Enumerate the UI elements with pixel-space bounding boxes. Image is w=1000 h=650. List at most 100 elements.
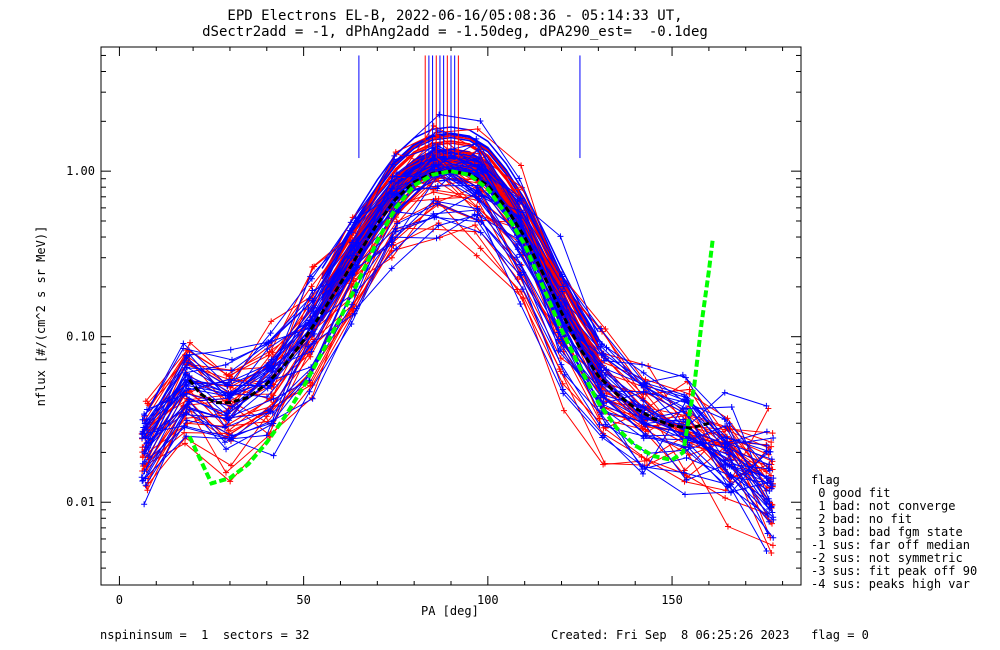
- spectrum-marker: [228, 462, 235, 469]
- spectrum-marker: [181, 422, 188, 429]
- x-tick-label: 150: [661, 593, 683, 607]
- spectrum-marker: [141, 448, 148, 455]
- spectrum-marker: [138, 474, 145, 481]
- spectrum-marker: [638, 414, 645, 421]
- spectrum-marker: [726, 420, 733, 427]
- flag-legend-item: 3 bad: bad fgm state: [811, 525, 963, 539]
- spectrum-trace: [142, 169, 770, 481]
- spectrum-marker: [263, 432, 270, 439]
- spectrum-marker: [223, 446, 230, 453]
- spectrum-marker: [557, 355, 564, 362]
- spectrum-marker: [770, 475, 777, 482]
- spectrum-marker: [310, 304, 317, 311]
- spectrum-marker: [722, 461, 729, 468]
- spectrum-marker: [641, 379, 648, 386]
- spectrum-marker: [473, 135, 480, 142]
- spectrum-marker: [183, 390, 190, 397]
- spectrum-marker: [183, 409, 190, 416]
- spectrum-marker: [139, 454, 146, 461]
- spectrum-marker: [181, 440, 188, 447]
- spectrum-marker: [514, 241, 521, 248]
- spectrum-marker: [474, 171, 481, 178]
- spectrum-marker: [474, 205, 481, 212]
- spectrum-marker: [141, 501, 148, 508]
- spectrum-marker: [765, 465, 772, 472]
- x-tick-label: 100: [477, 593, 499, 607]
- spectrum-marker: [557, 368, 564, 375]
- spectrum-marker: [139, 460, 146, 467]
- spectrum-marker: [473, 252, 480, 259]
- spectrum-marker: [640, 397, 647, 404]
- spectrum-marker: [642, 376, 649, 383]
- spectrum-trace: [143, 216, 767, 475]
- spectrum-marker: [267, 330, 274, 337]
- spectrum-marker: [436, 111, 443, 118]
- spectrum-marker: [596, 421, 603, 428]
- spectrum-marker: [769, 466, 776, 473]
- spectrum-trace: [147, 197, 774, 546]
- spectrum-marker: [142, 443, 149, 450]
- spectrum-marker: [139, 430, 146, 437]
- spectrum-marker: [430, 189, 437, 196]
- x-axis-label: PA [deg]: [421, 604, 479, 618]
- spectrum-trace: [147, 143, 774, 445]
- spectrum-marker: [602, 421, 609, 428]
- spectrum-marker: [766, 461, 773, 468]
- fit-curves-group: [187, 169, 715, 486]
- spectrum-marker: [307, 273, 314, 280]
- spectrum-marker: [182, 371, 189, 378]
- spectrum-marker: [768, 504, 775, 511]
- spectrum-marker: [728, 403, 735, 410]
- spectrum-marker: [348, 301, 355, 308]
- spectrum-marker: [639, 470, 646, 477]
- spectrum-marker: [270, 452, 277, 459]
- spectrum-trace: [147, 202, 767, 483]
- spectrum-marker: [764, 530, 771, 537]
- spectrum-marker: [351, 247, 358, 254]
- spectrum-marker: [308, 394, 315, 401]
- spectrum-marker: [308, 283, 315, 290]
- spectrum-trace: [147, 164, 770, 502]
- spectrum-marker: [388, 254, 395, 261]
- spectrum-marker: [227, 346, 234, 353]
- spectrum-marker: [267, 408, 274, 415]
- spectrum-marker: [393, 245, 400, 252]
- spectrum-marker: [269, 349, 276, 356]
- spectrum-marker: [183, 352, 190, 359]
- spectrum-marker: [270, 365, 277, 372]
- spectrum-marker: [394, 220, 401, 227]
- spectrum-marker: [477, 118, 484, 124]
- spectrum-marker: [679, 371, 686, 378]
- chart-title-line1: EPD Electrons EL-B, 2022-06-16/05:08:36 …: [227, 8, 683, 24]
- spectrum-trace: [144, 130, 768, 444]
- spectrum-marker: [226, 376, 233, 383]
- x-tick-label: 50: [296, 593, 310, 607]
- spectrum-marker: [305, 343, 312, 350]
- spectrum-marker: [764, 512, 771, 519]
- spectrum-marker: [143, 440, 150, 447]
- spectrum-marker: [722, 495, 729, 502]
- peak-trace: [321, 132, 599, 339]
- spectrum-trace: [141, 174, 769, 478]
- flag-legend-item: -2 sus: not symmetric: [811, 551, 963, 565]
- spectrum-marker: [603, 344, 610, 351]
- spectrum-trace: [141, 158, 770, 499]
- spectrum-marker: [478, 219, 485, 226]
- spectrum-marker: [518, 197, 525, 204]
- spectrum-marker: [763, 428, 770, 435]
- spectrum-marker: [515, 186, 522, 193]
- spectrum-marker: [597, 379, 604, 386]
- spectrum-marker: [307, 353, 314, 360]
- spectrum-marker: [767, 448, 774, 455]
- footer-created-info: Created: Fri Sep 8 06:25:26 2023 flag = …: [551, 628, 869, 642]
- spectrum-marker: [681, 391, 688, 398]
- spectrum-marker: [683, 477, 690, 484]
- spectrum-marker: [721, 389, 728, 396]
- spectrum-trace: [146, 148, 772, 509]
- spectrum-marker: [228, 391, 235, 398]
- spectrum-marker: [431, 214, 438, 221]
- spectrum-marker: [183, 417, 190, 424]
- spectrum-marker: [598, 391, 605, 398]
- spectrum-marker: [183, 433, 190, 440]
